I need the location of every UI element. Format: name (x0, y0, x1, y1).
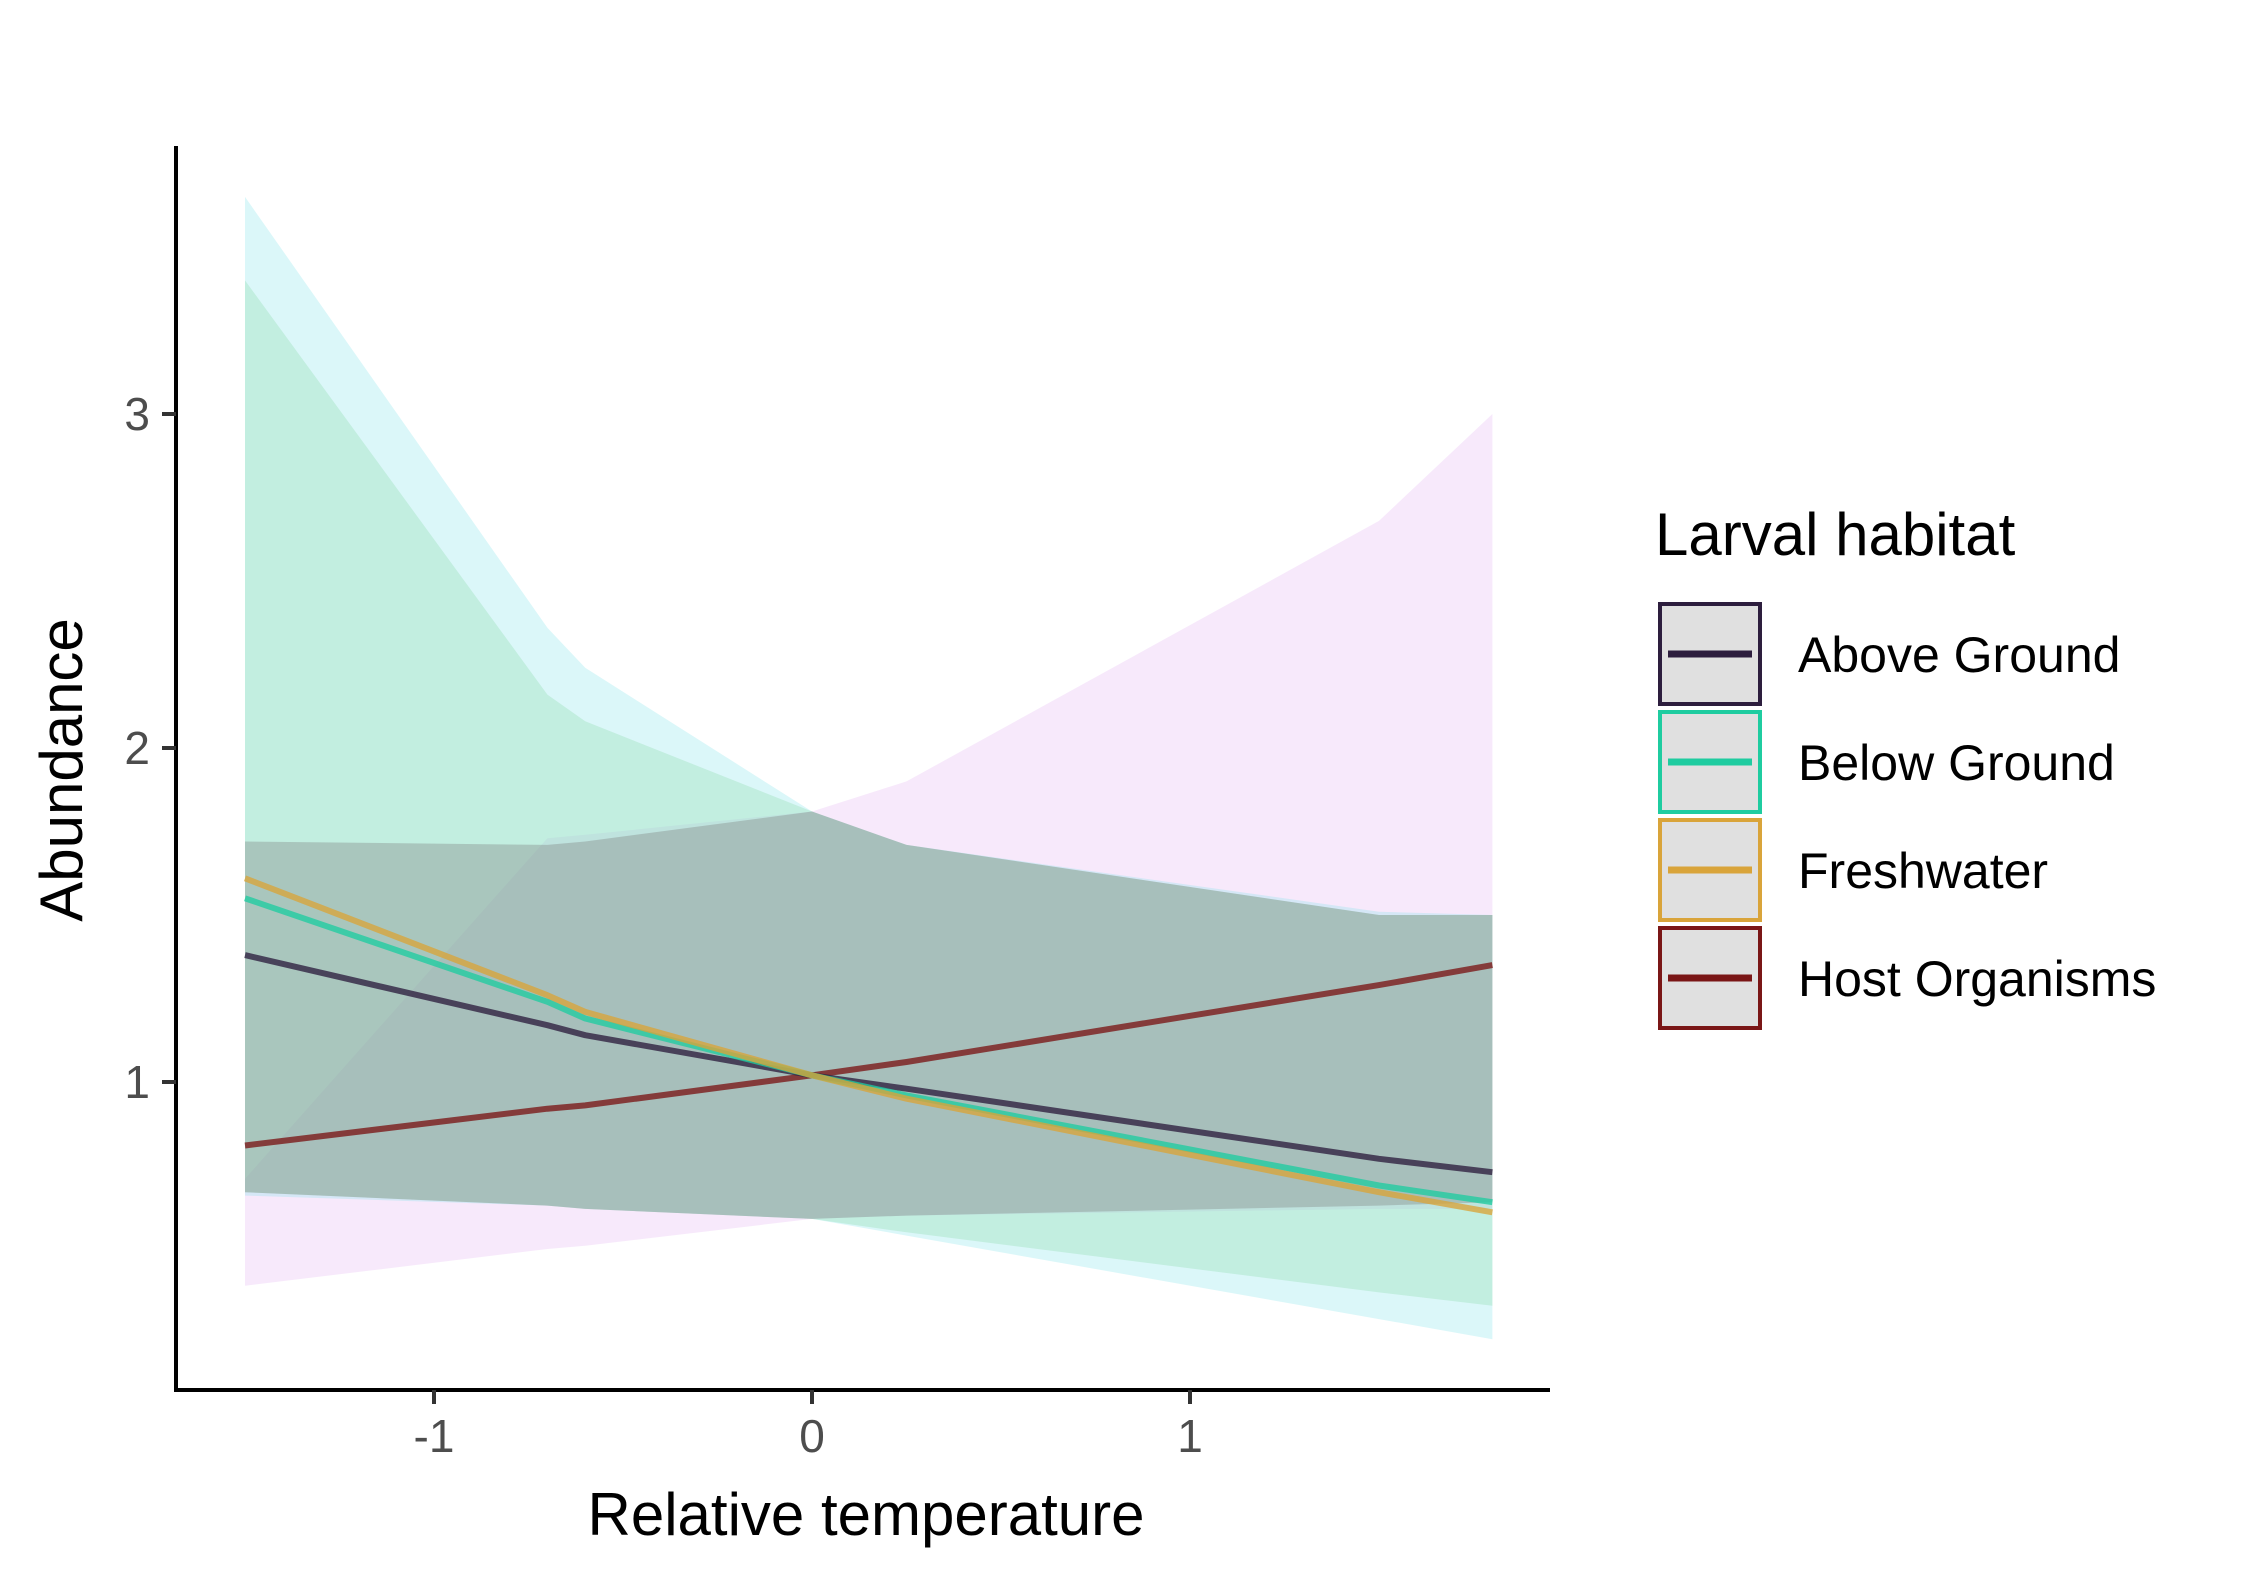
axes: -1 0 1 1 2 3 (124, 146, 1550, 1462)
band-above-ground (245, 811, 1493, 1219)
legend-title: Larval habitat (1655, 501, 2016, 568)
line-freshwater (243, 875, 1493, 1216)
y-tick-label: 2 (124, 722, 150, 774)
band-freshwater (245, 280, 1493, 1306)
x-tick-label: 0 (799, 1410, 825, 1462)
band-below-ground (245, 196, 1493, 1340)
legend-label: Below Ground (1798, 735, 2115, 791)
legend-label: Freshwater (1798, 843, 2048, 899)
y-axis-title: Abundance (28, 618, 95, 922)
y-tick-label: 1 (124, 1056, 150, 1108)
x-tick-label: -1 (414, 1410, 455, 1462)
x-tick-label: 1 (1177, 1410, 1203, 1462)
legend-item-freshwater: Freshwater (1658, 818, 2048, 922)
y-tick-label: 3 (124, 388, 150, 440)
legend-item-host-organisms: Host Organisms (1658, 926, 2156, 1030)
legend-label: Host Organisms (1798, 951, 2156, 1007)
band-host-organisms (245, 414, 1493, 1286)
x-axis-title: Relative temperature (588, 1481, 1145, 1548)
legend: Larval habitat Above Ground Below Ground F… (1655, 501, 2156, 1030)
legend-label: Above Ground (1798, 627, 2120, 683)
legend-item-below-ground: Below Ground (1658, 710, 2115, 814)
legend-item-above-ground: Above Ground (1658, 602, 2120, 706)
confidence-bands (245, 196, 1493, 1340)
series-lines (243, 875, 1493, 1216)
